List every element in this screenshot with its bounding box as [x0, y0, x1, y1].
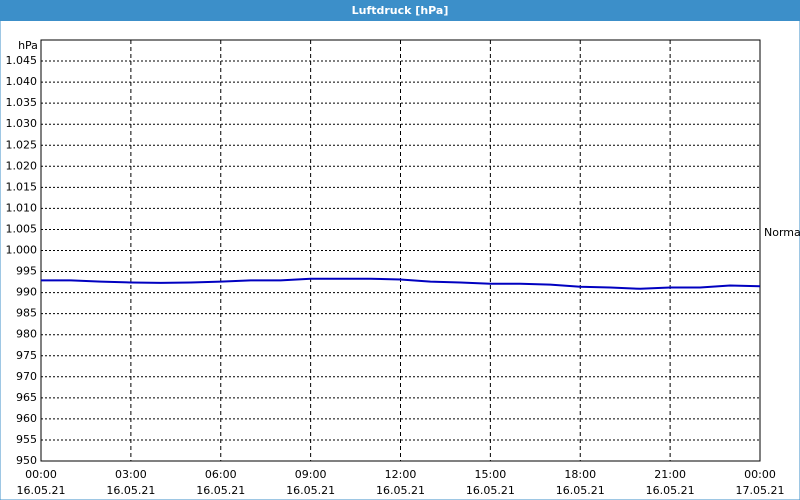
- y-tick-label: 985: [16, 307, 37, 320]
- x-tick-sublabel: 16.05.21: [17, 484, 66, 497]
- x-tick-sublabel: 16.05.21: [106, 484, 155, 497]
- title-bar: [0, 0, 800, 21]
- y-tick-label: 955: [16, 433, 37, 446]
- x-tick-label: 00:00: [744, 468, 776, 481]
- data-line: [41, 277, 761, 290]
- x-tick-label: 18:00: [564, 468, 596, 481]
- x-tick-label: 15:00: [475, 468, 507, 481]
- y-tick-label: 1.015: [6, 180, 38, 193]
- y-tick-label: 950: [16, 454, 37, 467]
- y-tick-label: 1.025: [6, 138, 38, 151]
- y-tick-label: 1.000: [6, 244, 38, 257]
- x-tick-label: 06:00: [205, 468, 237, 481]
- chart-title: Luftdruck [hPa]: [352, 4, 449, 17]
- y-tick-label: 1.005: [6, 222, 38, 235]
- x-tick-sublabel: 16.05.21: [466, 484, 515, 497]
- y-tick-label: 1.045: [6, 54, 38, 67]
- x-tick-label: 21:00: [654, 468, 686, 481]
- annotation: Normal: [764, 226, 800, 239]
- x-tick-sublabel: 16.05.21: [556, 484, 605, 497]
- y-tick-label: 1.035: [6, 96, 38, 109]
- y-tick-label: 1.020: [6, 159, 38, 172]
- x-tick-sublabel: 16.05.21: [646, 484, 695, 497]
- y-tick-label: 1.010: [6, 201, 38, 214]
- x-tick-label: 03:00: [115, 468, 147, 481]
- x-tick-sublabel: 17.05.21: [736, 484, 785, 497]
- y-tick-label: 1.040: [6, 75, 38, 88]
- y-tick-label: 975: [16, 349, 37, 362]
- y-tick-label: 1.030: [6, 117, 38, 130]
- x-tick-label: 09:00: [295, 468, 327, 481]
- x-tick-sublabel: 16.05.21: [196, 484, 245, 497]
- y-tick-label: 995: [16, 265, 37, 278]
- y-unit: hPa: [18, 39, 38, 52]
- x-tick-label: 12:00: [385, 468, 417, 481]
- y-tick-label: 970: [16, 370, 37, 383]
- x-tick-sublabel: 16.05.21: [376, 484, 425, 497]
- x-tick-label: 00:00: [25, 468, 57, 481]
- y-tick-label: 960: [16, 412, 37, 425]
- y-tick-label: 990: [16, 286, 37, 299]
- x-tick-sublabel: 16.05.21: [286, 484, 335, 497]
- y-tick-label: 980: [16, 328, 37, 341]
- y-tick-label: 965: [16, 391, 37, 404]
